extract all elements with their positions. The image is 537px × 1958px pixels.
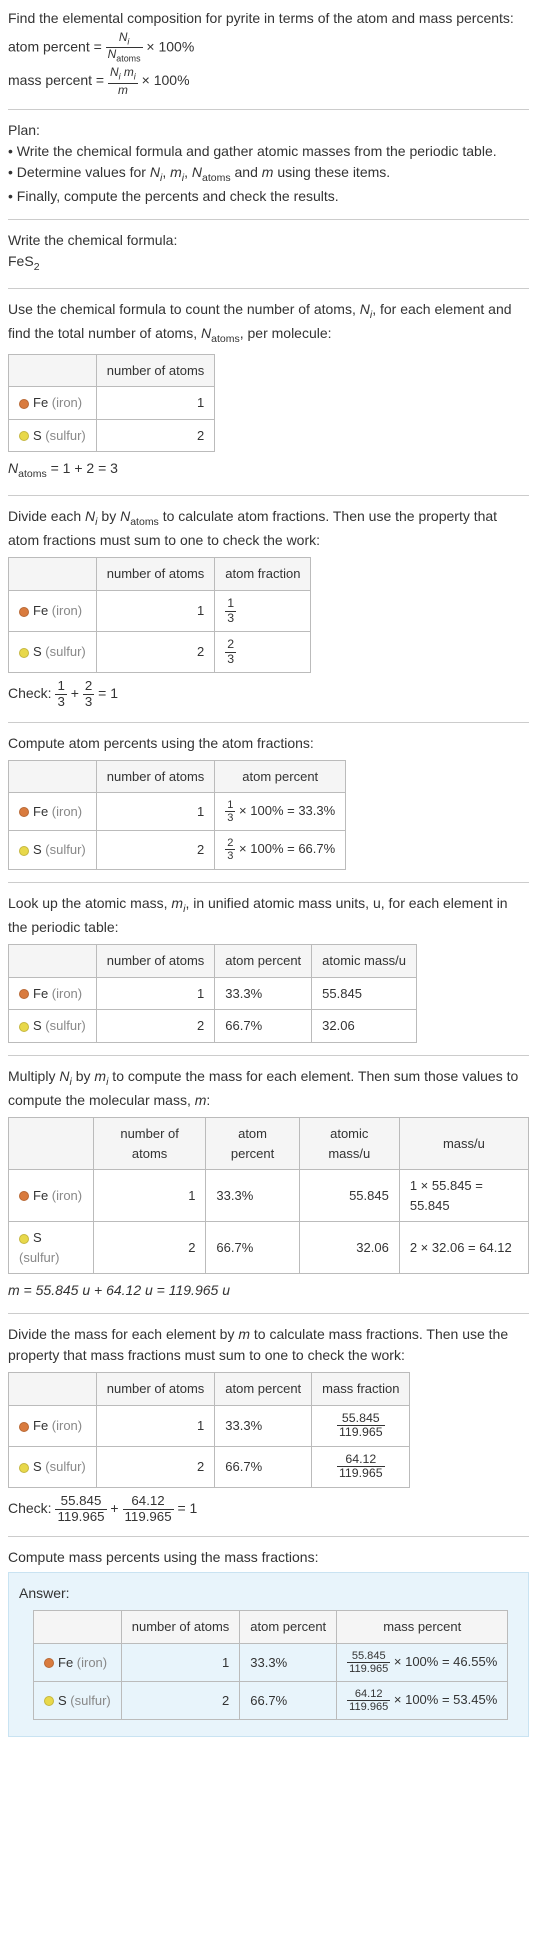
answer-label: Answer: (19, 1583, 518, 1604)
divider (8, 219, 529, 220)
answer-box: Answer: number of atoms atom percent mas… (8, 1572, 529, 1737)
mass-percent-formula: mass percent = Ni mi m × 100% (8, 66, 529, 96)
s-dot (19, 431, 29, 441)
step-text: Divide the mass for each element by m to… (8, 1324, 529, 1366)
step-atomic-mass: Look up the atomic mass, mi, in unified … (8, 893, 529, 1043)
divider (8, 1313, 529, 1314)
table-row: Fe (iron) 1 13 (9, 590, 311, 631)
mass-table: number of atoms atom percent atomic mass… (8, 1117, 529, 1274)
step-write-formula: Write the chemical formula: FeS2 (8, 230, 529, 276)
step-atom-fractions: Divide each Ni by Natoms to calculate at… (8, 506, 529, 710)
table-row: S (sulfur) 2 66.7% 64.12119.965 (9, 1446, 410, 1487)
s-atom-count: 2 (96, 419, 215, 452)
step-count-atoms: Use the chemical formula to count the nu… (8, 299, 529, 483)
answer-table: number of atoms atom percent mass percen… (33, 1610, 508, 1720)
table-row: Fe (iron) 1 33.3% 55.845 (9, 977, 417, 1010)
molecular-mass-sum: m = 55.845 u + 64.12 u = 119.965 u (8, 1280, 529, 1301)
table-header-row: number of atoms atom percent atomic mass… (9, 945, 417, 978)
divider (8, 495, 529, 496)
chemical-formula: FeS2 (8, 251, 529, 276)
plan: Plan: • Write the chemical formula and g… (8, 120, 529, 208)
plan-title: Plan: (8, 120, 529, 141)
plan-bullet-3: • Finally, compute the percents and chec… (8, 186, 529, 207)
step-multiply-mass: Multiply Ni by mi to compute the mass fo… (8, 1066, 529, 1302)
table-row: S (sulfur) 2 66.7% 32.06 2 × 32.06 = 64.… (9, 1222, 529, 1274)
step-title: Compute mass percents using the mass fra… (8, 1547, 529, 1568)
col-number-of-atoms: number of atoms (96, 354, 215, 387)
table-row: S (sulfur) 2 (9, 419, 215, 452)
table-header-row: number of atoms atom percent mass fracti… (9, 1373, 410, 1406)
table-row: Fe (iron) 1 (9, 387, 215, 420)
divider (8, 882, 529, 883)
atom-fraction-check: Check: 13 + 23 = 1 (8, 679, 529, 709)
table-header-row: number of atoms atom percent mass percen… (34, 1611, 508, 1644)
intro-text: Find the elemental composition for pyrit… (8, 8, 529, 29)
step-text: Multiply Ni by mi to compute the mass fo… (8, 1066, 529, 1112)
intro: Find the elemental composition for pyrit… (8, 8, 529, 97)
element-cell-fe: Fe (iron) (9, 387, 97, 420)
step-title: Write the chemical formula: (8, 230, 529, 251)
table-row: S (sulfur) 2 23 × 100% = 66.7% (9, 831, 346, 869)
natoms-sum: Natoms = 1 + 2 = 3 (8, 458, 529, 483)
table-header-row: number of atoms atom fraction (9, 558, 311, 591)
mass-fraction-table: number of atoms atom percent mass fracti… (8, 1372, 410, 1488)
step-mass-fractions: Divide the mass for each element by m to… (8, 1324, 529, 1524)
atom-fraction-table: number of atoms atom fraction Fe (iron) … (8, 557, 311, 673)
table-row: Fe (iron) 1 33.3% 55.845119.965 (9, 1405, 410, 1446)
fe-atom-count: 1 (96, 387, 215, 420)
step-title: Compute atom percents using the atom fra… (8, 733, 529, 754)
mass-fraction-check: Check: 55.845119.965 + 64.12119.965 = 1 (8, 1494, 529, 1524)
divider (8, 1536, 529, 1537)
table-header-row: number of atoms (9, 354, 215, 387)
step-mass-percents: Compute mass percents using the mass fra… (8, 1547, 529, 1737)
fe-dot (19, 399, 29, 409)
step-text: Divide each Ni by Natoms to calculate at… (8, 506, 529, 552)
table-header-row: number of atoms atom percent atomic mass… (9, 1118, 529, 1170)
atom-percent-formula: atom percent = Ni Natoms × 100% (8, 31, 529, 64)
table-header-row: number of atoms atom percent (9, 760, 346, 793)
atom-percent-table: number of atoms atom percent Fe (iron) 1… (8, 760, 346, 870)
divider (8, 288, 529, 289)
step-text: Use the chemical formula to count the nu… (8, 299, 529, 348)
plan-bullet-2: • Determine values for Ni, mi, Natoms an… (8, 162, 529, 187)
divider (8, 109, 529, 110)
table-row: S (sulfur) 2 66.7% 64.12119.965 × 100% =… (34, 1682, 508, 1720)
divider (8, 722, 529, 723)
step-atom-percents: Compute atom percents using the atom fra… (8, 733, 529, 870)
atomic-mass-table: number of atoms atom percent atomic mass… (8, 944, 417, 1043)
table-row: Fe (iron) 1 33.3% 55.845119.965 × 100% =… (34, 1643, 508, 1681)
table-row: S (sulfur) 2 66.7% 32.06 (9, 1010, 417, 1043)
table-row: Fe (iron) 1 33.3% 55.845 1 × 55.845 = 55… (9, 1170, 529, 1222)
step-text: Look up the atomic mass, mi, in unified … (8, 893, 529, 939)
element-cell-s: S (sulfur) (9, 419, 97, 452)
table-row: S (sulfur) 2 23 (9, 632, 311, 673)
atoms-table: number of atoms Fe (iron) 1 S (sulfur) 2 (8, 354, 215, 453)
table-row: Fe (iron) 1 13 × 100% = 33.3% (9, 793, 346, 831)
plan-bullet-1: • Write the chemical formula and gather … (8, 141, 529, 162)
divider (8, 1055, 529, 1056)
